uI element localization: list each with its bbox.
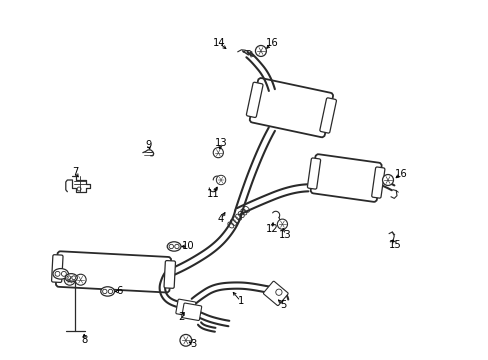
FancyBboxPatch shape [307, 158, 320, 189]
Text: 7: 7 [72, 167, 78, 177]
FancyBboxPatch shape [51, 255, 63, 282]
Text: 14: 14 [212, 38, 225, 48]
FancyBboxPatch shape [310, 154, 381, 202]
FancyBboxPatch shape [263, 281, 287, 306]
Text: 1: 1 [237, 296, 244, 306]
Ellipse shape [65, 274, 77, 282]
Circle shape [213, 148, 223, 158]
FancyBboxPatch shape [371, 167, 384, 198]
FancyBboxPatch shape [56, 251, 171, 292]
Ellipse shape [53, 269, 68, 279]
Text: 16: 16 [265, 38, 278, 48]
Text: 4: 4 [218, 214, 224, 224]
Ellipse shape [101, 287, 114, 296]
Circle shape [382, 175, 393, 185]
Text: 16: 16 [394, 169, 407, 179]
FancyBboxPatch shape [249, 78, 332, 137]
FancyBboxPatch shape [176, 299, 195, 316]
Circle shape [64, 274, 75, 285]
Text: 13: 13 [214, 138, 227, 148]
FancyBboxPatch shape [182, 303, 201, 320]
FancyBboxPatch shape [319, 98, 336, 133]
Text: 11: 11 [206, 189, 219, 199]
Text: 8: 8 [81, 335, 87, 345]
Circle shape [180, 334, 191, 346]
Text: 9: 9 [145, 140, 152, 150]
Text: 12: 12 [265, 224, 278, 234]
Text: 3: 3 [190, 339, 196, 349]
Text: 15: 15 [388, 239, 401, 249]
Circle shape [277, 219, 287, 229]
Circle shape [255, 45, 266, 57]
Text: 2: 2 [179, 312, 185, 322]
Circle shape [75, 274, 86, 285]
FancyBboxPatch shape [163, 261, 175, 288]
Text: 6: 6 [116, 287, 122, 296]
Text: 10: 10 [181, 242, 194, 252]
Ellipse shape [167, 242, 181, 251]
Circle shape [216, 175, 225, 185]
FancyBboxPatch shape [246, 82, 263, 117]
Text: 13: 13 [279, 230, 291, 240]
Text: 5: 5 [280, 300, 286, 310]
